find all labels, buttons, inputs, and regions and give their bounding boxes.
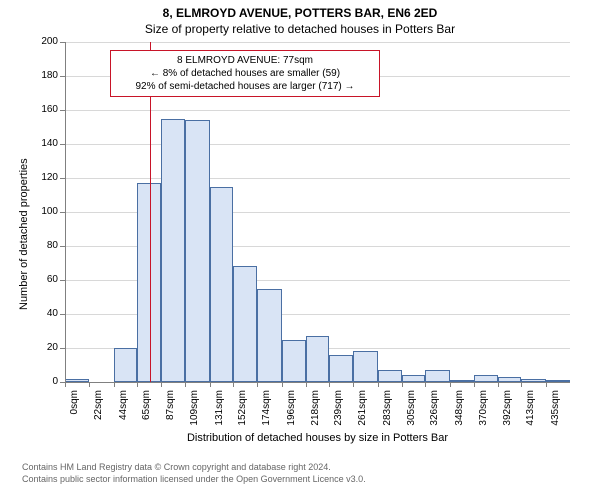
histogram-bar xyxy=(282,340,306,383)
y-tick-label: 200 xyxy=(30,36,58,47)
gridline xyxy=(65,178,570,179)
histogram-bar xyxy=(329,355,353,382)
histogram-bar xyxy=(378,370,402,382)
y-tick-label: 40 xyxy=(30,308,58,319)
y-tick-label: 20 xyxy=(30,342,58,353)
gridline xyxy=(65,144,570,145)
title-address: 8, ELMROYD AVENUE, POTTERS BAR, EN6 2ED xyxy=(0,6,600,20)
x-tick-label: 239sqm xyxy=(333,390,344,430)
y-tick-label: 0 xyxy=(30,376,58,387)
histogram-bar xyxy=(306,336,329,382)
x-tick-label: 44sqm xyxy=(118,390,129,430)
x-tick-label: 348sqm xyxy=(454,390,465,430)
annotation-line1: 8 ELMROYD AVENUE: 77sqm xyxy=(117,54,373,67)
histogram-bar xyxy=(474,375,498,382)
x-tick-label: 87sqm xyxy=(165,390,176,430)
x-tick-label: 392sqm xyxy=(502,390,513,430)
x-axis xyxy=(65,382,570,383)
histogram-bar xyxy=(425,370,449,382)
histogram-bar xyxy=(161,119,185,383)
footer-line2: Contains public sector information licen… xyxy=(22,474,366,486)
x-tick-label: 0sqm xyxy=(69,390,80,430)
y-tick-label: 160 xyxy=(30,104,58,115)
y-tick-label: 180 xyxy=(30,70,58,81)
y-tick-label: 80 xyxy=(30,240,58,251)
y-axis xyxy=(65,42,66,382)
gridline xyxy=(65,42,570,43)
y-tick-label: 120 xyxy=(30,172,58,183)
x-tick-label: 435sqm xyxy=(550,390,561,430)
x-tick-label: 22sqm xyxy=(93,390,104,430)
footer-line1: Contains HM Land Registry data © Crown c… xyxy=(22,462,366,474)
x-tick-label: 65sqm xyxy=(141,390,152,430)
x-tick-label: 152sqm xyxy=(237,390,248,430)
x-tick-label: 305sqm xyxy=(406,390,417,430)
y-tick-label: 60 xyxy=(30,274,58,285)
x-tick-label: 109sqm xyxy=(189,390,200,430)
x-tick-label: 413sqm xyxy=(525,390,536,430)
plot-area: 0204060801001201401601802000sqm22sqm44sq… xyxy=(65,42,570,382)
annotation-box: 8 ELMROYD AVENUE: 77sqm← 8% of detached … xyxy=(110,50,380,97)
histogram-bar xyxy=(185,120,209,382)
x-tick-label: 370sqm xyxy=(478,390,489,430)
footer-text: Contains HM Land Registry data © Crown c… xyxy=(22,462,366,485)
title-subtitle: Size of property relative to detached ho… xyxy=(0,22,600,36)
y-axis-label: Number of detached properties xyxy=(18,158,30,310)
y-tick-label: 140 xyxy=(30,138,58,149)
x-tick-label: 326sqm xyxy=(429,390,440,430)
annotation-line2: ← 8% of detached houses are smaller (59) xyxy=(117,67,373,80)
x-tick-label: 283sqm xyxy=(382,390,393,430)
y-tick-label: 100 xyxy=(30,206,58,217)
histogram-bar xyxy=(257,289,281,383)
x-tick-label: 174sqm xyxy=(261,390,272,430)
histogram-bar xyxy=(210,187,233,383)
x-tick-label: 261sqm xyxy=(357,390,368,430)
x-axis-label: Distribution of detached houses by size … xyxy=(65,432,570,444)
x-tick-label: 131sqm xyxy=(214,390,225,430)
histogram-bar xyxy=(137,183,161,382)
x-tick-label: 196sqm xyxy=(286,390,297,430)
gridline xyxy=(65,110,570,111)
histogram-bar xyxy=(233,266,257,382)
chart-container: 8, ELMROYD AVENUE, POTTERS BAR, EN6 2ED … xyxy=(0,0,600,500)
histogram-bar xyxy=(353,351,377,382)
x-tick-label: 218sqm xyxy=(310,390,321,430)
histogram-bar xyxy=(114,348,137,382)
histogram-bar xyxy=(402,375,425,382)
annotation-line3: 92% of semi-detached houses are larger (… xyxy=(117,80,373,93)
